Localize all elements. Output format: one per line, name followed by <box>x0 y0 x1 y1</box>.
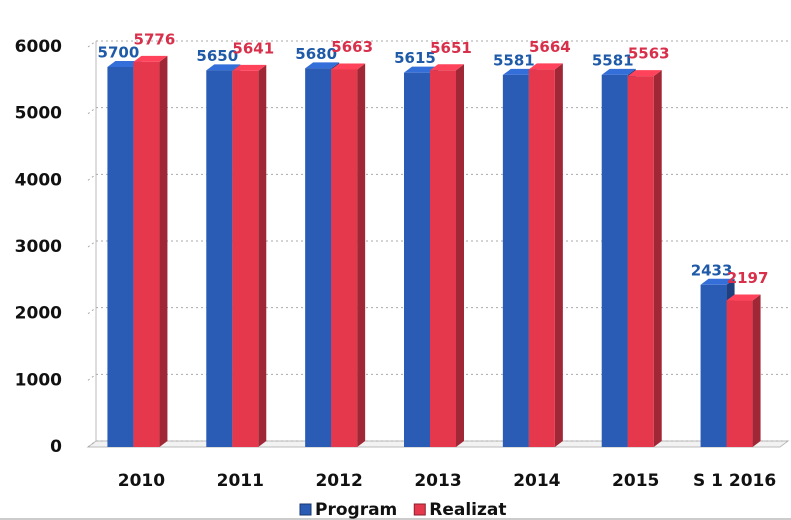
legend-swatch <box>299 503 312 516</box>
y-tick-label: 4000 <box>15 170 62 190</box>
y-tick-label: 5000 <box>15 104 62 124</box>
value-label: 5641 <box>232 39 274 57</box>
bar-top <box>528 63 563 70</box>
bar <box>528 69 555 448</box>
bar-top <box>430 64 464 71</box>
x-tick-label: S 1 2016 <box>693 471 776 491</box>
bar-top <box>726 294 761 301</box>
bar <box>430 70 456 448</box>
bar <box>331 69 358 447</box>
value-label: 5615 <box>394 49 436 67</box>
x-tick-label: 2013 <box>414 471 461 491</box>
value-label: 5650 <box>196 47 238 65</box>
y-tick-label: 3000 <box>15 237 62 257</box>
x-tick-label: 2015 <box>612 471 659 491</box>
value-label: 5680 <box>295 45 337 63</box>
grid-line <box>87 40 788 48</box>
bar <box>107 67 134 447</box>
bar-top <box>502 68 537 75</box>
bar-top <box>331 63 366 70</box>
bar-top <box>232 64 267 71</box>
value-label: 5664 <box>529 38 571 56</box>
value-label: 5663 <box>331 38 373 56</box>
bar-top <box>133 55 168 62</box>
value-label: 5700 <box>98 44 140 62</box>
bar <box>133 61 160 447</box>
bar-top <box>601 68 636 75</box>
value-label: 5581 <box>493 51 535 69</box>
bar-top <box>305 62 340 69</box>
value-label: 2197 <box>727 269 769 287</box>
value-label: 2433 <box>691 261 733 279</box>
x-tick-label: 2011 <box>217 471 264 491</box>
y-tick-label: 2000 <box>15 304 62 324</box>
y-tick-label: 6000 <box>15 37 62 57</box>
bar-side <box>752 294 761 447</box>
x-tick-label: 2010 <box>118 471 165 491</box>
bar <box>502 74 529 447</box>
bar-side <box>456 64 464 448</box>
value-label: 5581 <box>592 51 634 69</box>
bar <box>232 70 259 447</box>
bar-side <box>653 70 662 447</box>
bar-side <box>357 63 366 447</box>
bar <box>404 72 430 448</box>
bar-top <box>627 70 662 77</box>
bar <box>726 300 753 447</box>
bar-top <box>206 64 241 71</box>
value-label: 5563 <box>628 45 670 63</box>
bar <box>305 68 332 447</box>
x-tick-label: 2014 <box>513 471 560 491</box>
bar-side <box>258 64 267 447</box>
bar-side <box>159 55 168 447</box>
bar <box>601 74 628 447</box>
bar-top <box>700 278 735 285</box>
legend-label: Program <box>315 500 397 520</box>
y-tick-label: 0 <box>50 437 62 457</box>
x-tick-label: 2012 <box>315 471 362 491</box>
bar-side <box>554 63 563 448</box>
legend-swatch <box>413 503 426 516</box>
bar-top <box>404 66 438 73</box>
bar <box>627 76 654 447</box>
legend-label: Realizat <box>429 500 506 520</box>
y-tick-label: 1000 <box>15 370 62 390</box>
value-label: 5776 <box>134 30 176 48</box>
bar-top <box>107 61 142 67</box>
value-label: 5651 <box>430 39 472 57</box>
bar <box>206 70 233 447</box>
bar <box>700 284 727 447</box>
